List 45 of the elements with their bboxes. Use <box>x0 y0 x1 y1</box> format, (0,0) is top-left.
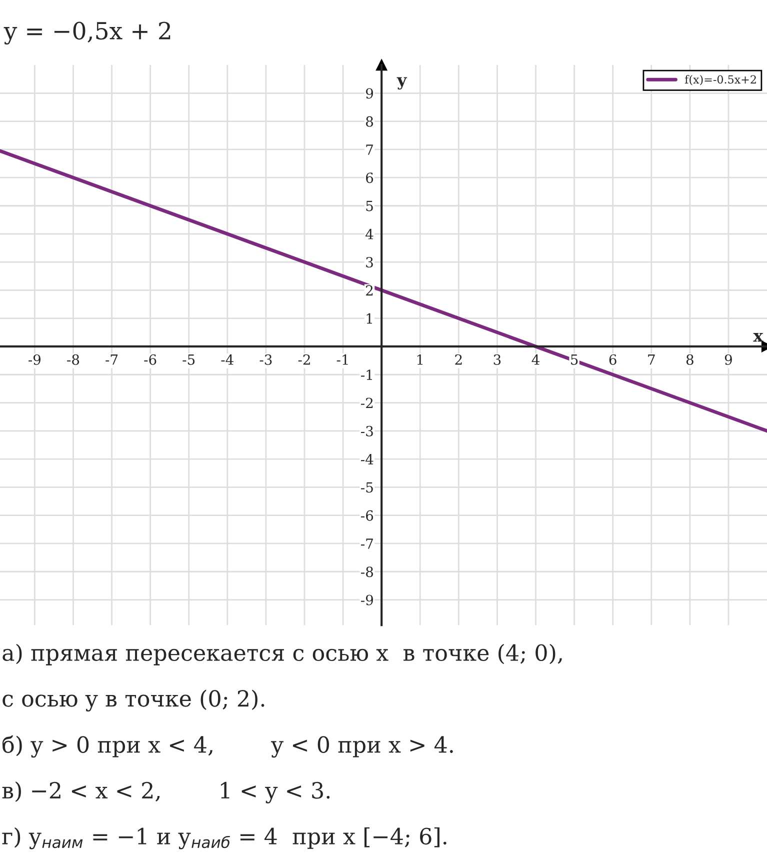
y-tick-label: -1 <box>361 370 372 380</box>
x-tick-label: -4 <box>221 354 234 365</box>
x-tick-label: -1 <box>336 354 348 365</box>
text: в) −2 < x < 2, 1 < y < 3. <box>2 782 330 804</box>
x-tick-label: 8 <box>686 354 694 365</box>
x-tick-label: -8 <box>67 354 80 365</box>
chart-title: y = −0,5x + 2 <box>4 22 170 45</box>
y-tick-label: -2 <box>361 398 373 408</box>
y-axis-title: y <box>396 77 408 90</box>
text: а) прямая пересекается с осью x в точке (4; 0), <box>2 644 562 666</box>
y-tick-label: 3 <box>366 257 373 268</box>
y-tick-label: 5 <box>366 200 373 212</box>
y-tick-label: 7 <box>366 144 373 155</box>
x-tick-label: 1 <box>417 354 423 365</box>
y-tick-label: 4 <box>366 228 374 240</box>
x-tick-label: -2 <box>298 354 310 365</box>
y-tick-label: -8 <box>361 566 373 578</box>
x-tick-label: -6 <box>144 354 156 365</box>
y-tick-label: 1 <box>366 313 372 324</box>
y-tick-label: 8 <box>366 116 373 127</box>
y-tick-label: -5 <box>361 482 373 493</box>
y-tick-label: -4 <box>361 454 374 464</box>
x-tick-label: 6 <box>609 354 616 365</box>
x-tick-label: 2 <box>455 354 462 365</box>
x-tick-label: 5 <box>571 354 578 365</box>
y-tick-label: 9 <box>366 88 373 99</box>
y-tick-label: -9 <box>361 594 373 606</box>
x-tick-label: 9 <box>724 354 732 365</box>
y-tick-label: 6 <box>366 172 374 184</box>
x-tick-label: -7 <box>106 354 118 365</box>
y-tick-label: -3 <box>361 426 373 436</box>
text: с осью y в точке (0; 2). <box>2 690 264 712</box>
x-tick-label: 7 <box>648 354 655 365</box>
y-tick-label: 2 <box>366 285 373 296</box>
y-tick-label: -7 <box>361 538 373 549</box>
legend-label: f(x)=-0.5x+2 <box>684 75 756 86</box>
text: б) y > 0 при x < 4, y < 0 при x > 4. <box>2 735 453 758</box>
x-tick-label: -3 <box>260 354 272 365</box>
y-tick-label: -6 <box>361 510 374 521</box>
x-tick-label: 4 <box>532 354 540 365</box>
x-axis-title: x <box>753 332 764 342</box>
x-tick-label: -5 <box>182 354 195 365</box>
x-tick-label: -9 <box>28 354 41 365</box>
x-tick-label: 3 <box>494 354 501 365</box>
text: г) y$_{наим}$ = −1 и y$_{наиб}$ = 4 при x [−4; 6]. <box>2 827 446 850</box>
